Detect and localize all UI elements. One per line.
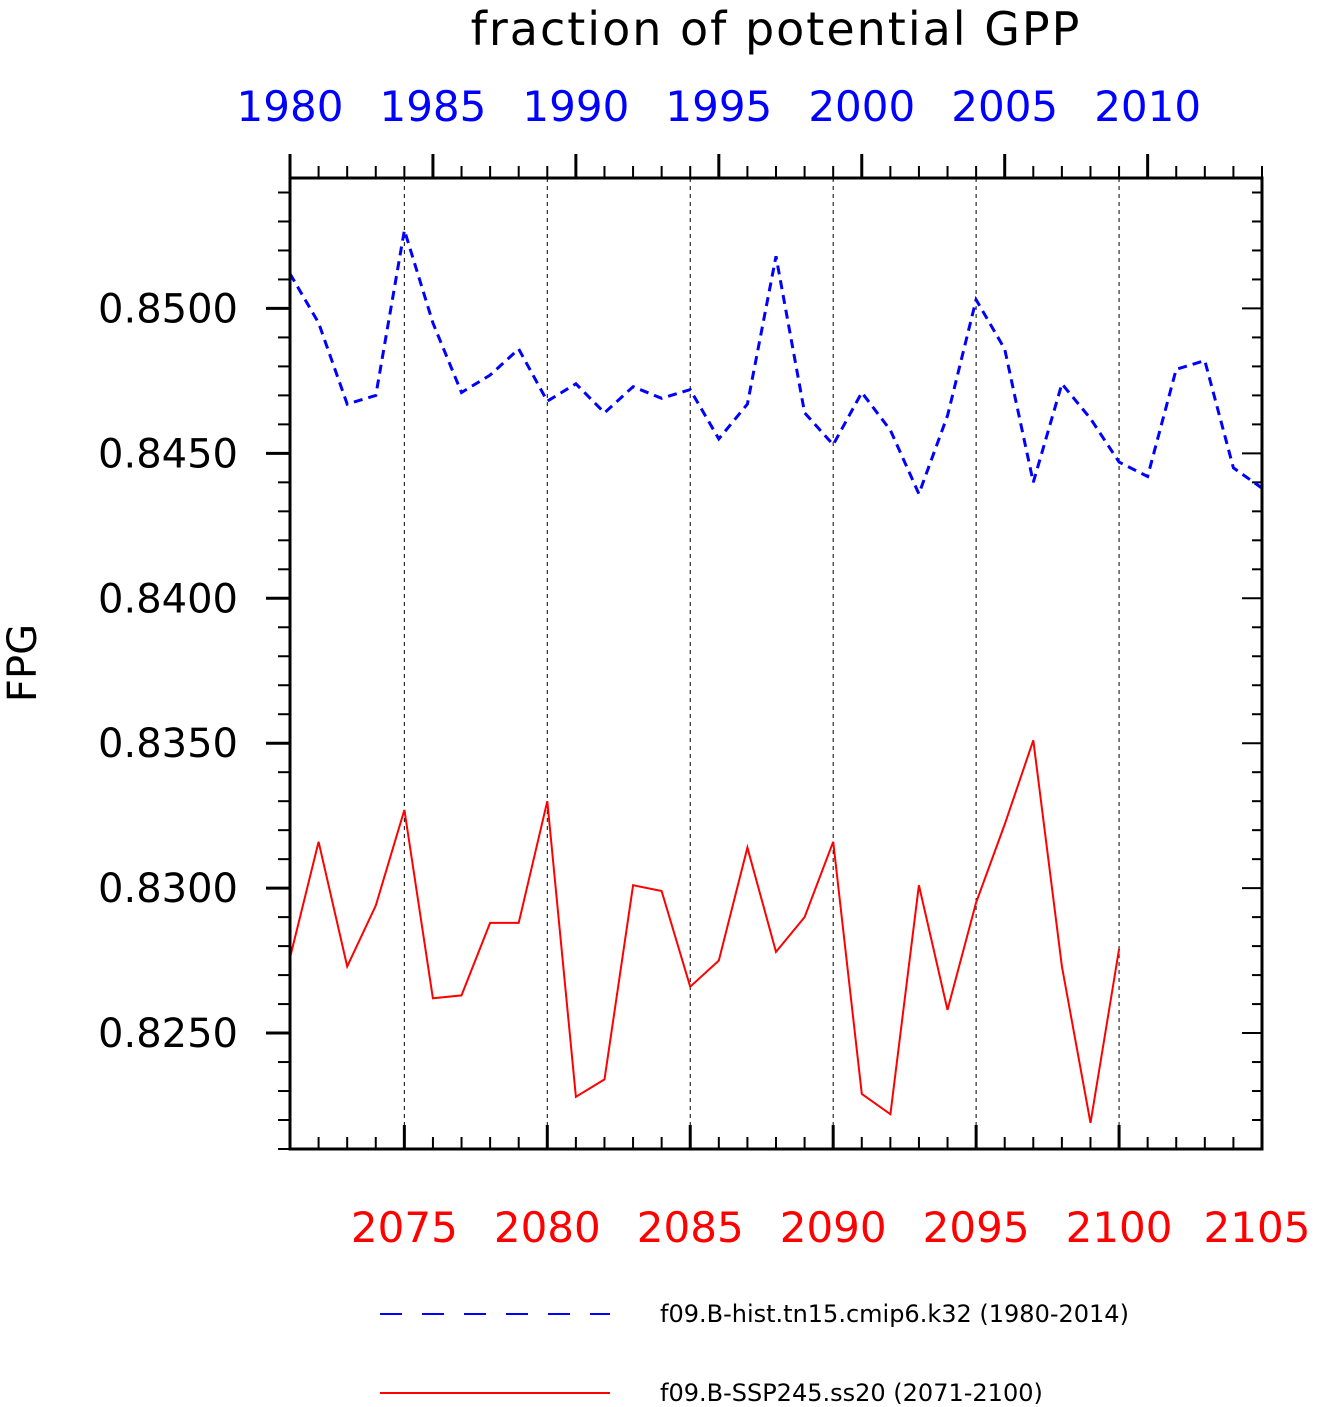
- vertical-gridlines: [403, 178, 1120, 1149]
- top-axis-tick-labels: 1980 1985 1990 1995 2000 2005 2010: [237, 82, 1202, 131]
- y-tick-label: 0.8500: [98, 286, 238, 332]
- bottom-tick-label: 2095: [923, 1203, 1030, 1252]
- series-line-0: [288, 229, 1263, 498]
- y-tick-label: 0.8250: [98, 1011, 238, 1057]
- axis-ticks: [266, 154, 1264, 1150]
- series-line-1: [289, 739, 1121, 1124]
- y-tick-label: 0.8450: [98, 431, 238, 477]
- y-tick-label: 0.8300: [98, 866, 238, 912]
- bottom-tick-label: 2105: [1204, 1203, 1311, 1252]
- bottom-tick-label: 2085: [637, 1203, 744, 1252]
- top-tick-label: 1995: [665, 82, 772, 131]
- legend: f09.B-hist.tn15.cmip6.k32 (1980-2014) f09…: [380, 1300, 1129, 1407]
- bottom-tick-label: 2075: [351, 1203, 458, 1252]
- top-tick-label: 1990: [522, 82, 629, 131]
- legend-label-0: f09.B-hist.tn15.cmip6.k32 (1980-2014): [660, 1300, 1129, 1328]
- top-tick-label: 2005: [951, 82, 1058, 131]
- y-axis-label: FPG: [0, 624, 46, 702]
- chart-title: fraction of potential GPP: [471, 2, 1082, 56]
- top-tick-label: 1980: [237, 82, 344, 131]
- top-tick-label: 1985: [379, 82, 486, 131]
- legend-label-1: f09.B-SSP245.ss20 (2071-2100): [660, 1379, 1043, 1407]
- bottom-tick-label: 2100: [1066, 1203, 1173, 1252]
- plot-frame: [288, 176, 1264, 1151]
- y-tick-label: 0.8400: [98, 576, 238, 622]
- top-tick-label: 2010: [1094, 82, 1201, 131]
- data-series: [288, 229, 1263, 1124]
- bottom-tick-label: 2090: [780, 1203, 887, 1252]
- y-tick-label: 0.8350: [98, 721, 238, 767]
- y-tick-labels: 0.8250 0.8300 0.8350 0.8400 0.8450 0.8500: [98, 286, 238, 1057]
- bottom-tick-label: 2080: [494, 1203, 601, 1252]
- bottom-axis-tick-labels: 2075 2080 2085 2090 2095 2100 2105: [351, 1203, 1311, 1252]
- top-tick-label: 2000: [808, 82, 915, 131]
